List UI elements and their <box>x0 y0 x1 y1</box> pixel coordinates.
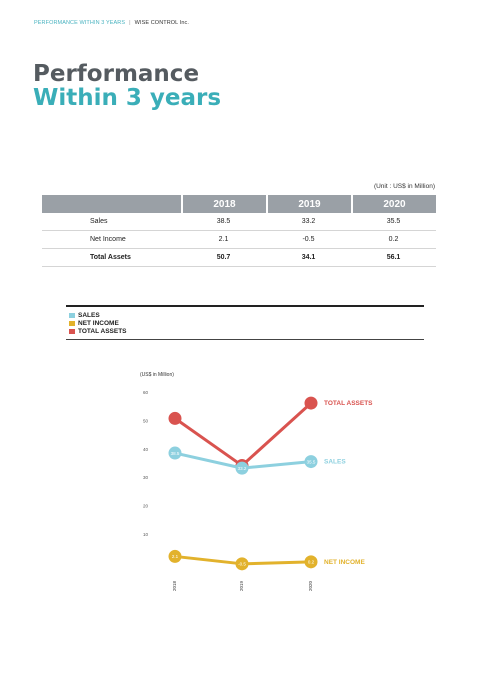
data-point <box>304 555 318 569</box>
data-point <box>304 455 318 469</box>
table-cell: 2.1 <box>181 231 266 249</box>
table-cell: 35.5 <box>351 213 436 231</box>
table-cell: 38.5 <box>181 213 266 231</box>
table-cell: 0.2 <box>351 231 436 249</box>
table-cell: 56.1 <box>351 249 436 267</box>
table-cell: 33.2 <box>266 213 351 231</box>
row-label: Sales <box>42 213 181 231</box>
y-tick-label: 40 <box>143 447 149 452</box>
y-tick-label: 30 <box>143 475 149 480</box>
data-point <box>168 549 182 563</box>
data-label: 33.2 <box>238 466 247 471</box>
x-tick-label: 2018 <box>172 580 177 591</box>
legend-label: TOTAL ASSETS <box>78 327 127 335</box>
x-tick-label: 2019 <box>239 580 244 591</box>
legend-item-sales: SALES <box>66 311 424 319</box>
legend-swatch <box>69 320 75 326</box>
data-point <box>168 446 182 460</box>
legend-swatch <box>69 328 75 334</box>
data-point <box>235 557 249 571</box>
company-name: WISE CONTROL Inc. <box>134 20 190 26</box>
data-label: 2.1 <box>172 554 179 559</box>
series-end-label: SALES <box>324 459 346 466</box>
data-point <box>235 461 249 475</box>
y-axis-label: (US$ in Million) <box>140 372 174 378</box>
title-line-1: Performance <box>33 61 200 87</box>
data-label: 0.2 <box>308 560 315 565</box>
section-label: PERFORMANCE WITHIN 3 YEARS <box>34 20 126 26</box>
y-tick-label: 20 <box>143 504 149 509</box>
legend-label: SALES <box>78 311 100 319</box>
table-cell: -0.5 <box>266 231 351 249</box>
year-header: 2019 <box>266 195 351 213</box>
page-header: PERFORMANCE WITHIN 3 YEARS | WISE CONTROL … <box>34 20 189 26</box>
legend-item-total-assets: TOTAL ASSETS <box>66 327 424 335</box>
data-label: 38.5 <box>171 451 180 456</box>
legend-swatch <box>69 312 75 318</box>
year-header: 2018 <box>181 195 266 213</box>
table-header-blank <box>42 195 181 213</box>
row-label: Net Income <box>42 231 181 249</box>
x-tick-label: 2020 <box>308 580 313 591</box>
unit-note: (Unit : US$ in Million) <box>373 183 435 190</box>
table-row: Total Assets 50.7 34.1 56.1 <box>42 249 436 267</box>
table-cell: 50.7 <box>181 249 266 267</box>
title-line-2: Within 3 years <box>33 85 222 111</box>
table-header-row: 2018 2019 2020 <box>42 195 436 213</box>
data-label: 35.5 <box>307 459 316 464</box>
series-end-label: TOTAL ASSETS <box>324 400 373 407</box>
row-label: Total Assets <box>42 249 181 267</box>
y-tick-label: 50 <box>143 418 149 423</box>
table-row: Net Income 2.1 -0.5 0.2 <box>42 231 436 249</box>
y-tick-label: 60 <box>143 390 149 395</box>
header-separator: | <box>129 20 131 26</box>
chart-legend: SALES NET INCOME TOTAL ASSETS <box>66 305 424 340</box>
y-tick-label: 10 <box>143 532 149 537</box>
legend-label: NET INCOME <box>78 319 119 327</box>
table-cell: 34.1 <box>266 249 351 267</box>
series-end-label: NET INCOME <box>324 559 365 566</box>
table-row: Sales 38.5 33.2 35.5 <box>42 213 436 231</box>
data-label: -0.5 <box>238 562 246 567</box>
performance-table: 2018 2019 2020 Sales 38.5 33.2 35.5 Net … <box>42 195 436 267</box>
year-header: 2020 <box>351 195 436 213</box>
data-point <box>304 396 318 410</box>
page-title: Performance Within 3 years <box>33 62 221 110</box>
data-point <box>168 411 182 425</box>
legend-item-net-income: NET INCOME <box>66 319 424 327</box>
